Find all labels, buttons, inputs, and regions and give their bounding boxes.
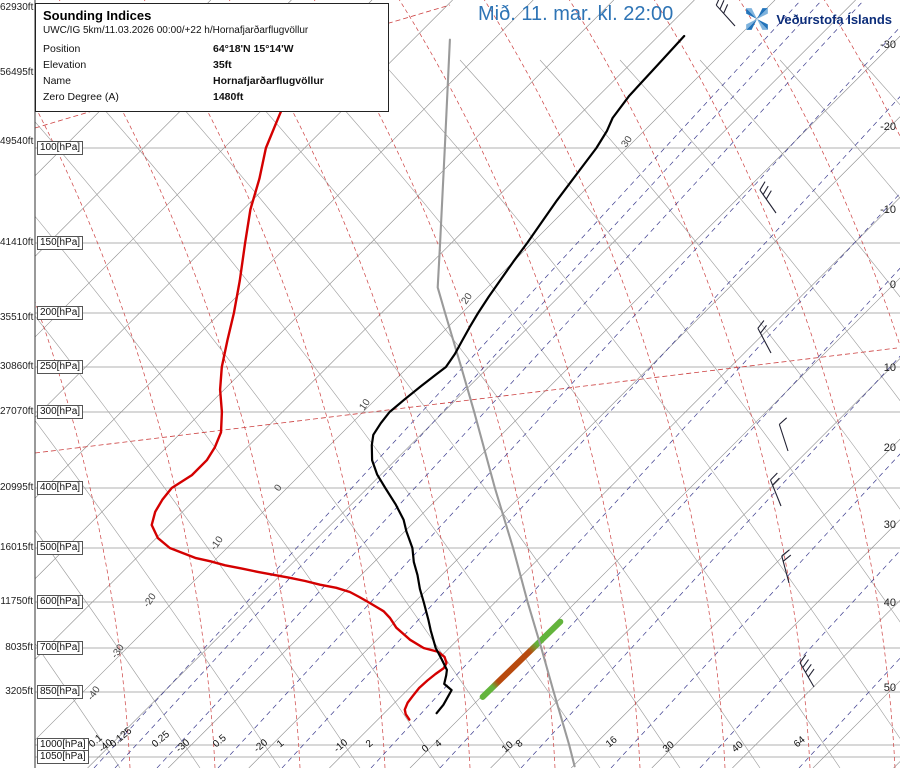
wind-barb — [799, 654, 815, 688]
wind-barb — [778, 417, 789, 452]
info-row-label: Position — [43, 43, 81, 55]
temperature-curve — [370, 34, 686, 715]
info-row: Zero Degree (A) 1480ft — [43, 89, 381, 105]
info-row: Name Hornafjarðarflugvöllur — [43, 73, 381, 89]
mixing-ratio-lines — [93, 0, 900, 768]
model-run-subtitle: UWC/IG 5km/11.03.2026 00:00/+22 h/Hornaf… — [43, 25, 309, 36]
valid-time-title: Mið. 11. mar. kl. 22:00 — [478, 3, 674, 25]
info-row: Elevation 35ft — [43, 57, 381, 73]
info-row-label: Name — [43, 75, 72, 87]
wind-barbs — [715, 0, 815, 688]
info-row-label: Elevation — [43, 59, 87, 71]
wind-barb — [770, 472, 782, 507]
dry-adiabat-lines — [35, 59, 900, 768]
station-metadata-rows: Position 64°18'N 15°14'W Elevation 35ft Name… — [43, 41, 381, 105]
dewpoint-curve — [150, 6, 448, 721]
wind-barb — [759, 181, 777, 214]
wind-barb — [781, 549, 792, 584]
highlighted-layer-segment — [479, 618, 564, 700]
panel-title: Sounding Indices — [43, 8, 152, 23]
vedurstofa-logo: Veðurstofa Íslands — [744, 6, 892, 32]
info-row-value: 64°18'N 15°14'W — [213, 43, 294, 55]
sounding-indices-panel: Sounding Indices UWC/IG 5km/11.03.2026 0… — [35, 3, 389, 112]
info-row: Position 64°18'N 15°14'W — [43, 41, 381, 57]
vedurstofa-star-icon — [746, 8, 769, 30]
parcel-curve — [436, 38, 576, 768]
info-row-label: Zero Degree (A) — [43, 91, 119, 103]
wind-barb — [757, 320, 772, 354]
info-row-value: Hornafjarðarflugvöllur — [213, 75, 324, 87]
info-row-value: 1480ft — [213, 91, 244, 103]
wind-barb — [715, 0, 736, 27]
logo-text: Veðurstofa Íslands — [776, 11, 892, 27]
info-row-value: 35ft — [213, 59, 232, 71]
